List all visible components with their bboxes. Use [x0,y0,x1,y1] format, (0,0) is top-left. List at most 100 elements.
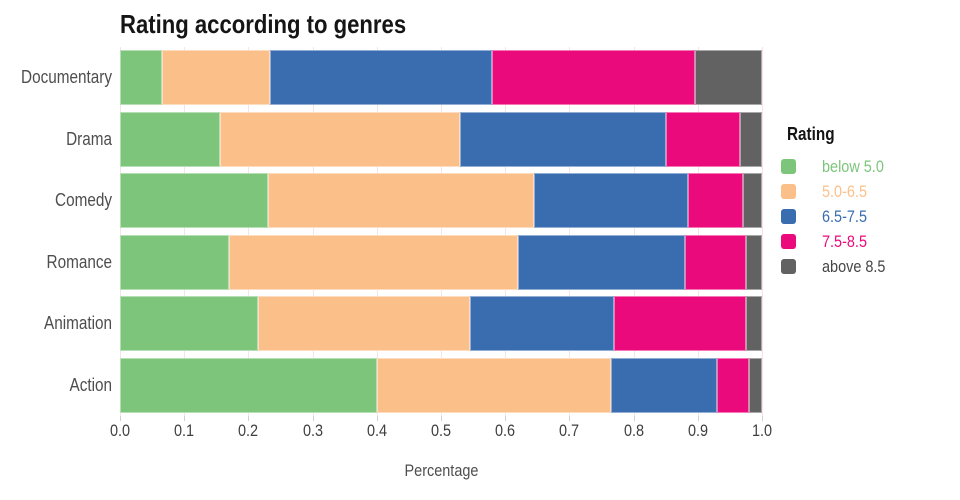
bar-segment [120,50,163,106]
bar-segment [745,296,762,352]
chart-title-text: Rating according to genres [120,9,407,39]
bar-segment [614,296,746,352]
category-label: Romance [0,232,112,294]
legend-item: 7.5-8.5 [781,229,956,254]
legend-title-text: Rating [787,124,835,144]
bar-band [120,355,762,417]
x-tick-label: 0.1 [174,421,195,440]
category-label: Animation [0,293,112,355]
bar-segment [219,111,461,167]
legend-items: below 5.0 5.0-6.5 6.5-7.5 7.5-8.5 above 8.5 [781,154,956,279]
gridline [697,47,699,416]
stacked-bar-comedy [120,173,762,229]
bar-segment [492,50,695,106]
legend-label-text: 7.5-8.5 [822,231,867,251]
x-tick-label: 0.7 [559,421,580,440]
bar-segment [267,173,535,229]
category-label-text: Animation [43,313,112,334]
bar-segment [120,296,259,352]
bar-segment [717,357,750,413]
x-axis-title-text: Percentage [404,461,478,480]
bar-segment [120,234,230,290]
legend-item: above 8.5 [781,254,956,279]
bar-segment [469,296,615,352]
bar-segment [749,357,762,413]
bar-segment [694,50,762,106]
x-tick-label: 0.0 [109,421,131,440]
bar-segment [688,173,743,229]
tick-mark [697,416,699,421]
bar-segment [258,296,470,352]
bar-segment [162,50,271,106]
gridline [505,47,507,416]
bar-segment [229,234,519,290]
category-label: Comedy [0,170,112,232]
bar-segment [684,234,746,290]
category-label-text: Comedy [55,190,112,211]
gridline [569,47,571,416]
tick-mark [569,416,571,421]
legend-label: above 8.5 [822,257,897,277]
tick-mark [633,416,635,421]
tick-mark [120,416,121,421]
bar-segment [376,357,612,413]
category-label: Action [0,355,112,417]
legend-swatch [781,209,796,224]
tick-mark [184,416,186,421]
x-tick-label: 1.0 [751,421,773,440]
gridline [248,47,250,416]
chart-title: Rating according to genres [120,9,457,40]
bar-segment [665,111,740,167]
legend-label-text: 5.0-6.5 [822,181,867,201]
x-tick-label: 0.8 [623,421,644,440]
stacked-bar-drama [120,111,762,167]
stacked-bar-documentary [120,50,762,106]
legend-item: 6.5-7.5 [781,204,956,229]
gridline [762,47,763,416]
bar-segment [120,357,377,413]
tick-mark [441,416,442,421]
legend: Rating below 5.0 5.0-6.5 6.5-7.5 7.5-8.5 abo… [781,124,956,279]
tick-mark [505,416,507,421]
category-label-text: Documentary [21,67,112,88]
gridline [441,47,442,416]
bar-segment [739,111,762,167]
legend-label-text: below 5.0 [822,156,884,176]
stacked-bar-action [120,357,762,413]
legend-title: Rating [787,124,956,145]
gridline [120,47,121,416]
bar-band [120,109,762,171]
legend-label: 6.5-7.5 [822,207,875,227]
bar-band [120,47,762,109]
legend-swatch [781,234,796,249]
category-label-text: Drama [66,128,112,149]
legend-swatch [781,184,796,199]
legend-label: 5.0-6.5 [822,182,875,202]
stacked-bar-romance [120,234,762,290]
bar-band [120,170,762,232]
tick-mark [762,416,763,421]
gridline [184,47,186,416]
gridline [633,47,635,416]
x-axis-title: Percentage [120,461,762,481]
legend-swatch [781,159,796,174]
legend-label: below 5.0 [822,157,895,177]
legend-swatch [781,259,796,274]
bar-segment [460,111,666,167]
legend-label-text: 6.5-7.5 [822,206,867,226]
x-tick-label: 0.9 [687,421,708,440]
legend-label: 7.5-8.5 [822,232,875,252]
category-label-text: Action [69,374,112,395]
legend-item: 5.0-6.5 [781,179,956,204]
gridline [376,47,378,416]
tick-mark [312,416,314,421]
bar-segment [270,50,493,106]
x-tick-label: 0.4 [366,421,387,440]
category-label-text: Romance [46,251,112,272]
bar-segment [742,173,762,229]
bar-segment [745,234,762,290]
bar-band [120,293,762,355]
bar-segment [120,173,268,229]
bar-rows [120,47,762,416]
